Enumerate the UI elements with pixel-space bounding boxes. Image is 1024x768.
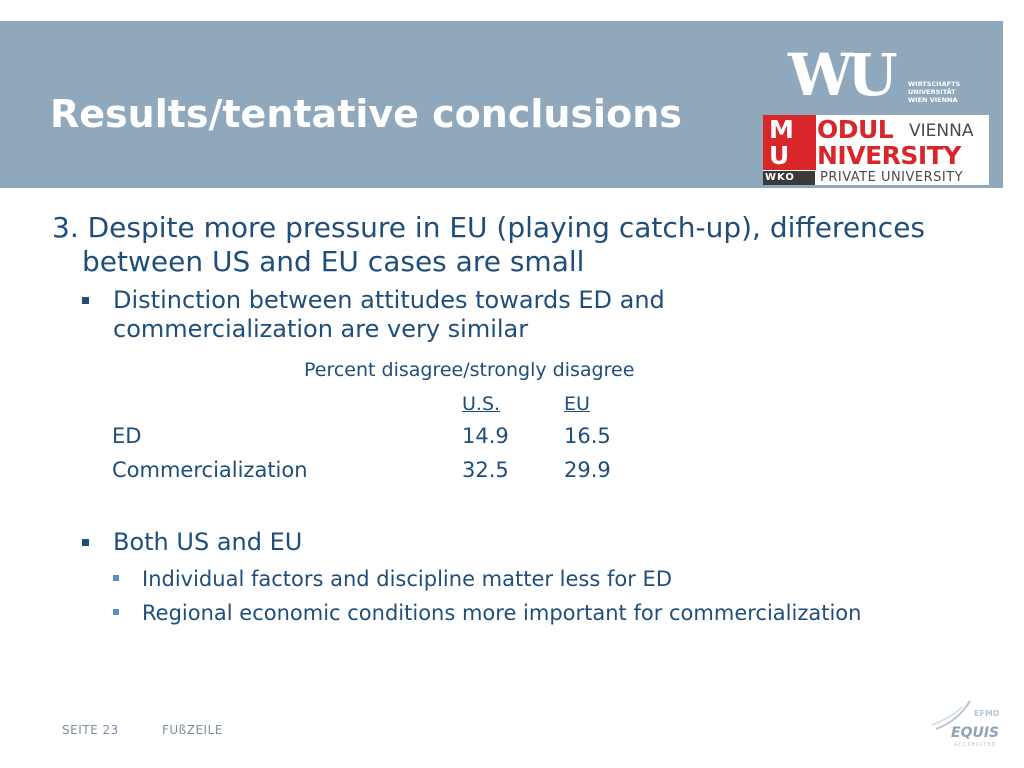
equis-logo-sub: ACCREDITED	[954, 742, 996, 748]
table-header-eu: EU	[564, 393, 590, 415]
square-bullet-icon	[82, 297, 89, 304]
bullet-text: Distinction between attitudes towards ED…	[113, 286, 665, 343]
footer-page-number: SEITE 23	[62, 723, 119, 737]
equis-swoosh-icon	[935, 700, 971, 730]
square-bullet-icon	[113, 575, 119, 581]
square-bullet-icon	[113, 609, 119, 615]
wu-logo-line: WIEN VIENNA	[908, 96, 958, 104]
wu-logo-subtitle: WIRTSCHAFTS UNIVERSITÄT WIEN VIENNA	[908, 80, 978, 104]
bullet-text: Both US and EU	[113, 528, 303, 556]
wu-logo-line: UNIVERSITÄT	[908, 88, 956, 96]
sub-bullet-text: Individual factors and discipline matter…	[142, 567, 672, 591]
equis-logo-efmd: EFMD	[974, 709, 1000, 718]
table-header-us: U.S.	[462, 393, 501, 415]
table-row-label: ED	[112, 424, 142, 448]
wu-logo-line: WIRTSCHAFTS	[908, 80, 961, 88]
modul-logo-bottom: WKO PRIVATE UNIVERSITY	[763, 170, 989, 185]
slide-title: Results/tentative conclusions	[50, 92, 682, 136]
modul-logo-word-1: ODUL	[817, 115, 894, 144]
sub-bullet-text: Regional economic conditions more import…	[142, 601, 862, 625]
equis-logo-name: EQUIS	[951, 725, 999, 741]
equis-logo: EFMD EQUIS ACCREDITED	[931, 700, 1000, 748]
main-point: 3. Despite more pressure in EU (playing …	[52, 211, 926, 278]
table-cell-eu: 29.9	[564, 458, 611, 482]
wko-logo: WKO	[763, 171, 815, 185]
wu-logo: WU WIRTSCHAFTS UNIVERSITÄT WIEN VIENNA	[788, 44, 978, 110]
table-row-label: Commercialization	[112, 458, 308, 482]
table-cell-eu: 16.5	[564, 424, 611, 448]
table-caption: Percent disagree/strongly disagree	[304, 359, 635, 381]
table-cell-us: 32.5	[462, 458, 509, 482]
footer-text: FUßZEILE	[162, 723, 223, 737]
modul-logo-vienna: VIENNA	[909, 121, 974, 141]
table-cell-us: 14.9	[462, 424, 509, 448]
square-bullet-icon	[82, 539, 89, 546]
equis-swoosh-icon	[931, 706, 963, 726]
modul-logo-private: PRIVATE UNIVERSITY	[820, 170, 964, 185]
modul-logo-word-2: NIVERSITY	[817, 141, 961, 170]
wu-logo-letters: WU	[788, 41, 898, 109]
